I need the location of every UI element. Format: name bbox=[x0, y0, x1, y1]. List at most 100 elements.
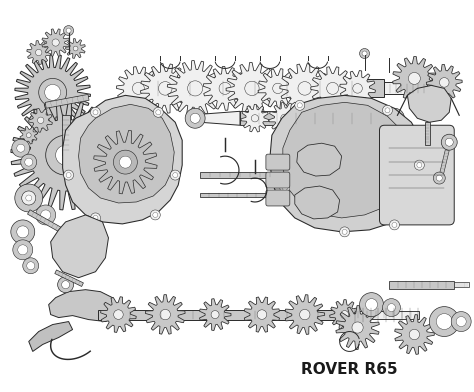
Circle shape bbox=[384, 108, 404, 128]
Circle shape bbox=[360, 49, 370, 58]
Circle shape bbox=[64, 25, 73, 36]
Circle shape bbox=[39, 78, 67, 106]
Circle shape bbox=[18, 245, 28, 255]
Circle shape bbox=[392, 222, 397, 227]
Circle shape bbox=[170, 170, 180, 180]
Polygon shape bbox=[270, 95, 424, 232]
FancyBboxPatch shape bbox=[266, 172, 290, 188]
Circle shape bbox=[211, 310, 219, 319]
Circle shape bbox=[385, 108, 390, 113]
Circle shape bbox=[340, 227, 350, 237]
Polygon shape bbox=[140, 64, 190, 113]
Polygon shape bbox=[55, 270, 83, 287]
Circle shape bbox=[45, 84, 61, 100]
Polygon shape bbox=[99, 310, 350, 319]
Circle shape bbox=[36, 49, 42, 56]
Circle shape bbox=[383, 299, 401, 317]
Circle shape bbox=[119, 156, 131, 168]
Circle shape bbox=[58, 277, 73, 293]
Circle shape bbox=[352, 322, 363, 333]
Polygon shape bbox=[301, 104, 328, 132]
Circle shape bbox=[160, 309, 171, 320]
Circle shape bbox=[451, 312, 471, 332]
Polygon shape bbox=[45, 94, 89, 108]
Circle shape bbox=[43, 82, 63, 102]
Circle shape bbox=[417, 163, 422, 168]
Polygon shape bbox=[439, 150, 449, 176]
Circle shape bbox=[251, 114, 258, 122]
Circle shape bbox=[190, 113, 200, 123]
Circle shape bbox=[409, 73, 420, 84]
Circle shape bbox=[436, 175, 442, 181]
Circle shape bbox=[113, 150, 137, 174]
Polygon shape bbox=[146, 295, 185, 334]
Circle shape bbox=[73, 46, 78, 51]
Circle shape bbox=[153, 107, 163, 117]
Circle shape bbox=[327, 82, 338, 94]
Circle shape bbox=[91, 107, 100, 117]
Circle shape bbox=[21, 154, 36, 170]
Circle shape bbox=[22, 191, 36, 205]
Polygon shape bbox=[49, 290, 118, 321]
Circle shape bbox=[409, 329, 419, 340]
Circle shape bbox=[390, 113, 400, 123]
Polygon shape bbox=[27, 210, 62, 232]
Circle shape bbox=[445, 138, 453, 146]
Circle shape bbox=[257, 310, 267, 319]
Polygon shape bbox=[357, 106, 382, 130]
FancyBboxPatch shape bbox=[380, 125, 454, 225]
Circle shape bbox=[353, 83, 362, 93]
Polygon shape bbox=[350, 310, 419, 319]
Polygon shape bbox=[241, 104, 269, 132]
Polygon shape bbox=[330, 299, 359, 329]
Polygon shape bbox=[407, 85, 451, 122]
Circle shape bbox=[62, 281, 70, 289]
Polygon shape bbox=[390, 281, 454, 289]
Circle shape bbox=[13, 240, 33, 260]
Circle shape bbox=[91, 213, 100, 223]
Circle shape bbox=[281, 114, 289, 122]
Circle shape bbox=[342, 229, 347, 234]
Circle shape bbox=[425, 80, 443, 97]
Circle shape bbox=[41, 210, 51, 220]
Circle shape bbox=[153, 212, 158, 218]
Circle shape bbox=[114, 310, 123, 319]
Polygon shape bbox=[203, 67, 247, 110]
Polygon shape bbox=[226, 62, 278, 114]
Circle shape bbox=[273, 83, 283, 94]
Polygon shape bbox=[426, 64, 462, 100]
Polygon shape bbox=[117, 67, 160, 110]
Polygon shape bbox=[280, 64, 329, 113]
Polygon shape bbox=[285, 295, 325, 334]
Circle shape bbox=[27, 133, 31, 138]
Circle shape bbox=[341, 114, 348, 122]
FancyBboxPatch shape bbox=[266, 190, 290, 206]
Circle shape bbox=[390, 220, 400, 230]
Circle shape bbox=[27, 262, 35, 270]
Circle shape bbox=[300, 309, 310, 320]
Circle shape bbox=[297, 103, 302, 108]
Circle shape bbox=[414, 160, 424, 170]
Circle shape bbox=[311, 114, 319, 122]
Circle shape bbox=[36, 205, 55, 225]
Circle shape bbox=[341, 310, 348, 319]
Polygon shape bbox=[200, 192, 275, 198]
Circle shape bbox=[383, 105, 392, 115]
Polygon shape bbox=[100, 297, 136, 332]
Circle shape bbox=[366, 115, 373, 122]
Circle shape bbox=[93, 110, 98, 115]
Polygon shape bbox=[27, 41, 51, 64]
Circle shape bbox=[295, 100, 305, 110]
Circle shape bbox=[64, 170, 73, 180]
Polygon shape bbox=[258, 69, 298, 108]
Circle shape bbox=[185, 108, 205, 128]
Circle shape bbox=[298, 82, 311, 95]
Circle shape bbox=[280, 183, 290, 193]
Polygon shape bbox=[51, 215, 109, 278]
Circle shape bbox=[436, 314, 452, 330]
Circle shape bbox=[46, 135, 85, 175]
Circle shape bbox=[365, 299, 377, 310]
FancyBboxPatch shape bbox=[266, 154, 290, 170]
Polygon shape bbox=[42, 29, 69, 56]
Polygon shape bbox=[200, 172, 280, 178]
